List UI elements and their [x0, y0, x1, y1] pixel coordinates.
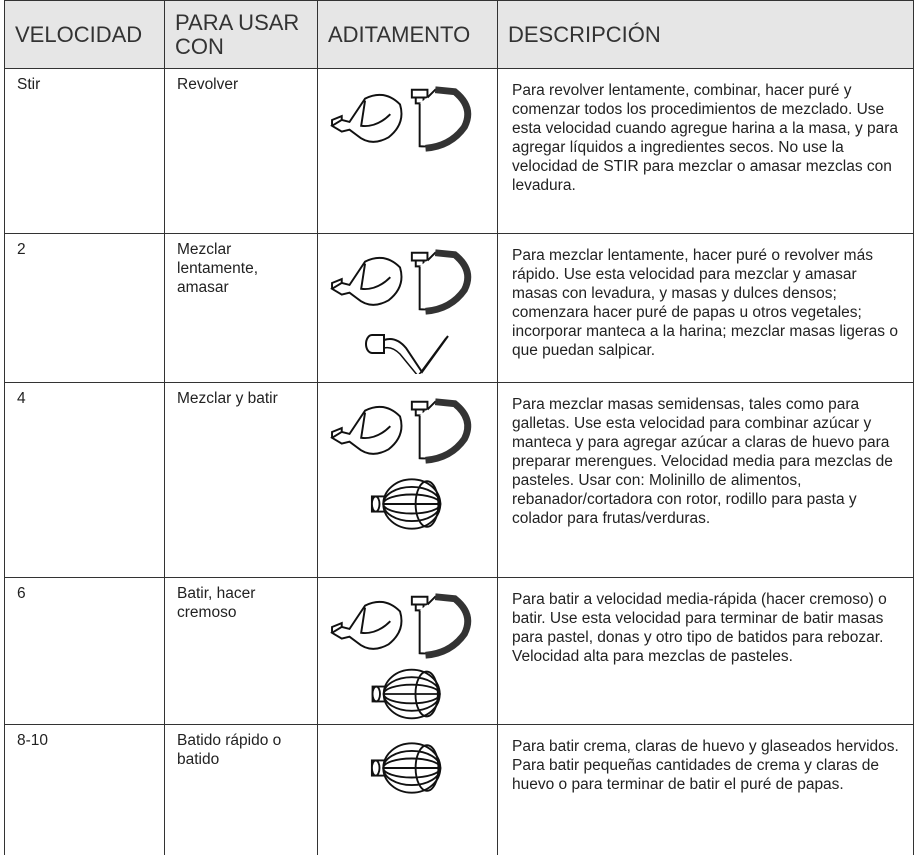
attachment: [317, 382, 498, 578]
description: Para mezclar masas semidensas, tales com…: [497, 382, 914, 578]
dough-hook-icon: [365, 334, 449, 374]
table-row: 6 Batir, hacer cremoso Para batir a velo…: [4, 577, 914, 725]
table-row: 4 Mezclar y batir Para mezclar masas sem…: [4, 382, 914, 578]
use: Batido rápido o batido: [164, 724, 318, 855]
whisk-icon: [370, 742, 442, 794]
flat-beater-icon: [412, 253, 468, 312]
description: Para batir a velocidad media-rápida (hac…: [497, 577, 914, 725]
description: Para mezclar lentamente, hacer puré o re…: [497, 233, 914, 383]
header-cell: DESCRIPCIÓN: [497, 0, 914, 69]
attachment-icons: [331, 383, 498, 530]
attachment: [317, 233, 498, 383]
header-cell: PARA USAR CON: [164, 0, 318, 69]
attachment: [317, 68, 498, 234]
description: Para batir crema, claras de huevo y glas…: [497, 724, 914, 855]
description: Para revolver lentamente, combinar, hace…: [497, 68, 914, 234]
table-row: Stir Revolver Para revolver lentamente, …: [4, 68, 914, 234]
flat-beater-icon: [331, 600, 403, 650]
table-row: 2 Mezclar lentamente, amasar Para mezcla…: [4, 233, 914, 383]
use: Batir, hacer cremoso: [164, 577, 318, 725]
use: Mezclar lentamente, amasar: [164, 233, 318, 383]
attachment-icons: [370, 742, 442, 794]
attachment-icons: [331, 578, 498, 720]
speed: 2: [4, 233, 165, 383]
header-cell: VELOCIDAD: [4, 0, 165, 69]
flat-beater-icon: [412, 402, 468, 461]
use: Revolver: [164, 68, 318, 234]
speed: 8-10: [4, 724, 165, 855]
speed-table: VELOCIDAD PARA USAR CON ADITAMENTO DESCR…: [4, 0, 914, 855]
flat-beater-icon: [412, 90, 468, 149]
header-row: VELOCIDAD PARA USAR CON ADITAMENTO DESCR…: [4, 0, 914, 69]
header-cell: ADITAMENTO: [317, 0, 498, 69]
table-row: 8-10 Batido rápido o batido Para batir c…: [4, 724, 914, 855]
flat-beater-icon: [331, 405, 403, 455]
flat-beater-icon: [412, 597, 468, 656]
flat-beater-icon: [331, 93, 403, 143]
whisk-icon: [371, 668, 441, 720]
speed: 4: [4, 382, 165, 578]
speed: 6: [4, 577, 165, 725]
attachment-icons: [331, 234, 498, 374]
attachment-icons: [331, 69, 498, 234]
whisk-icon: [370, 478, 442, 530]
flat-beater-icon: [331, 256, 403, 306]
attachment: [317, 724, 498, 855]
use: Mezclar y batir: [164, 382, 318, 578]
attachment: [317, 577, 498, 725]
speed: Stir: [4, 68, 165, 234]
